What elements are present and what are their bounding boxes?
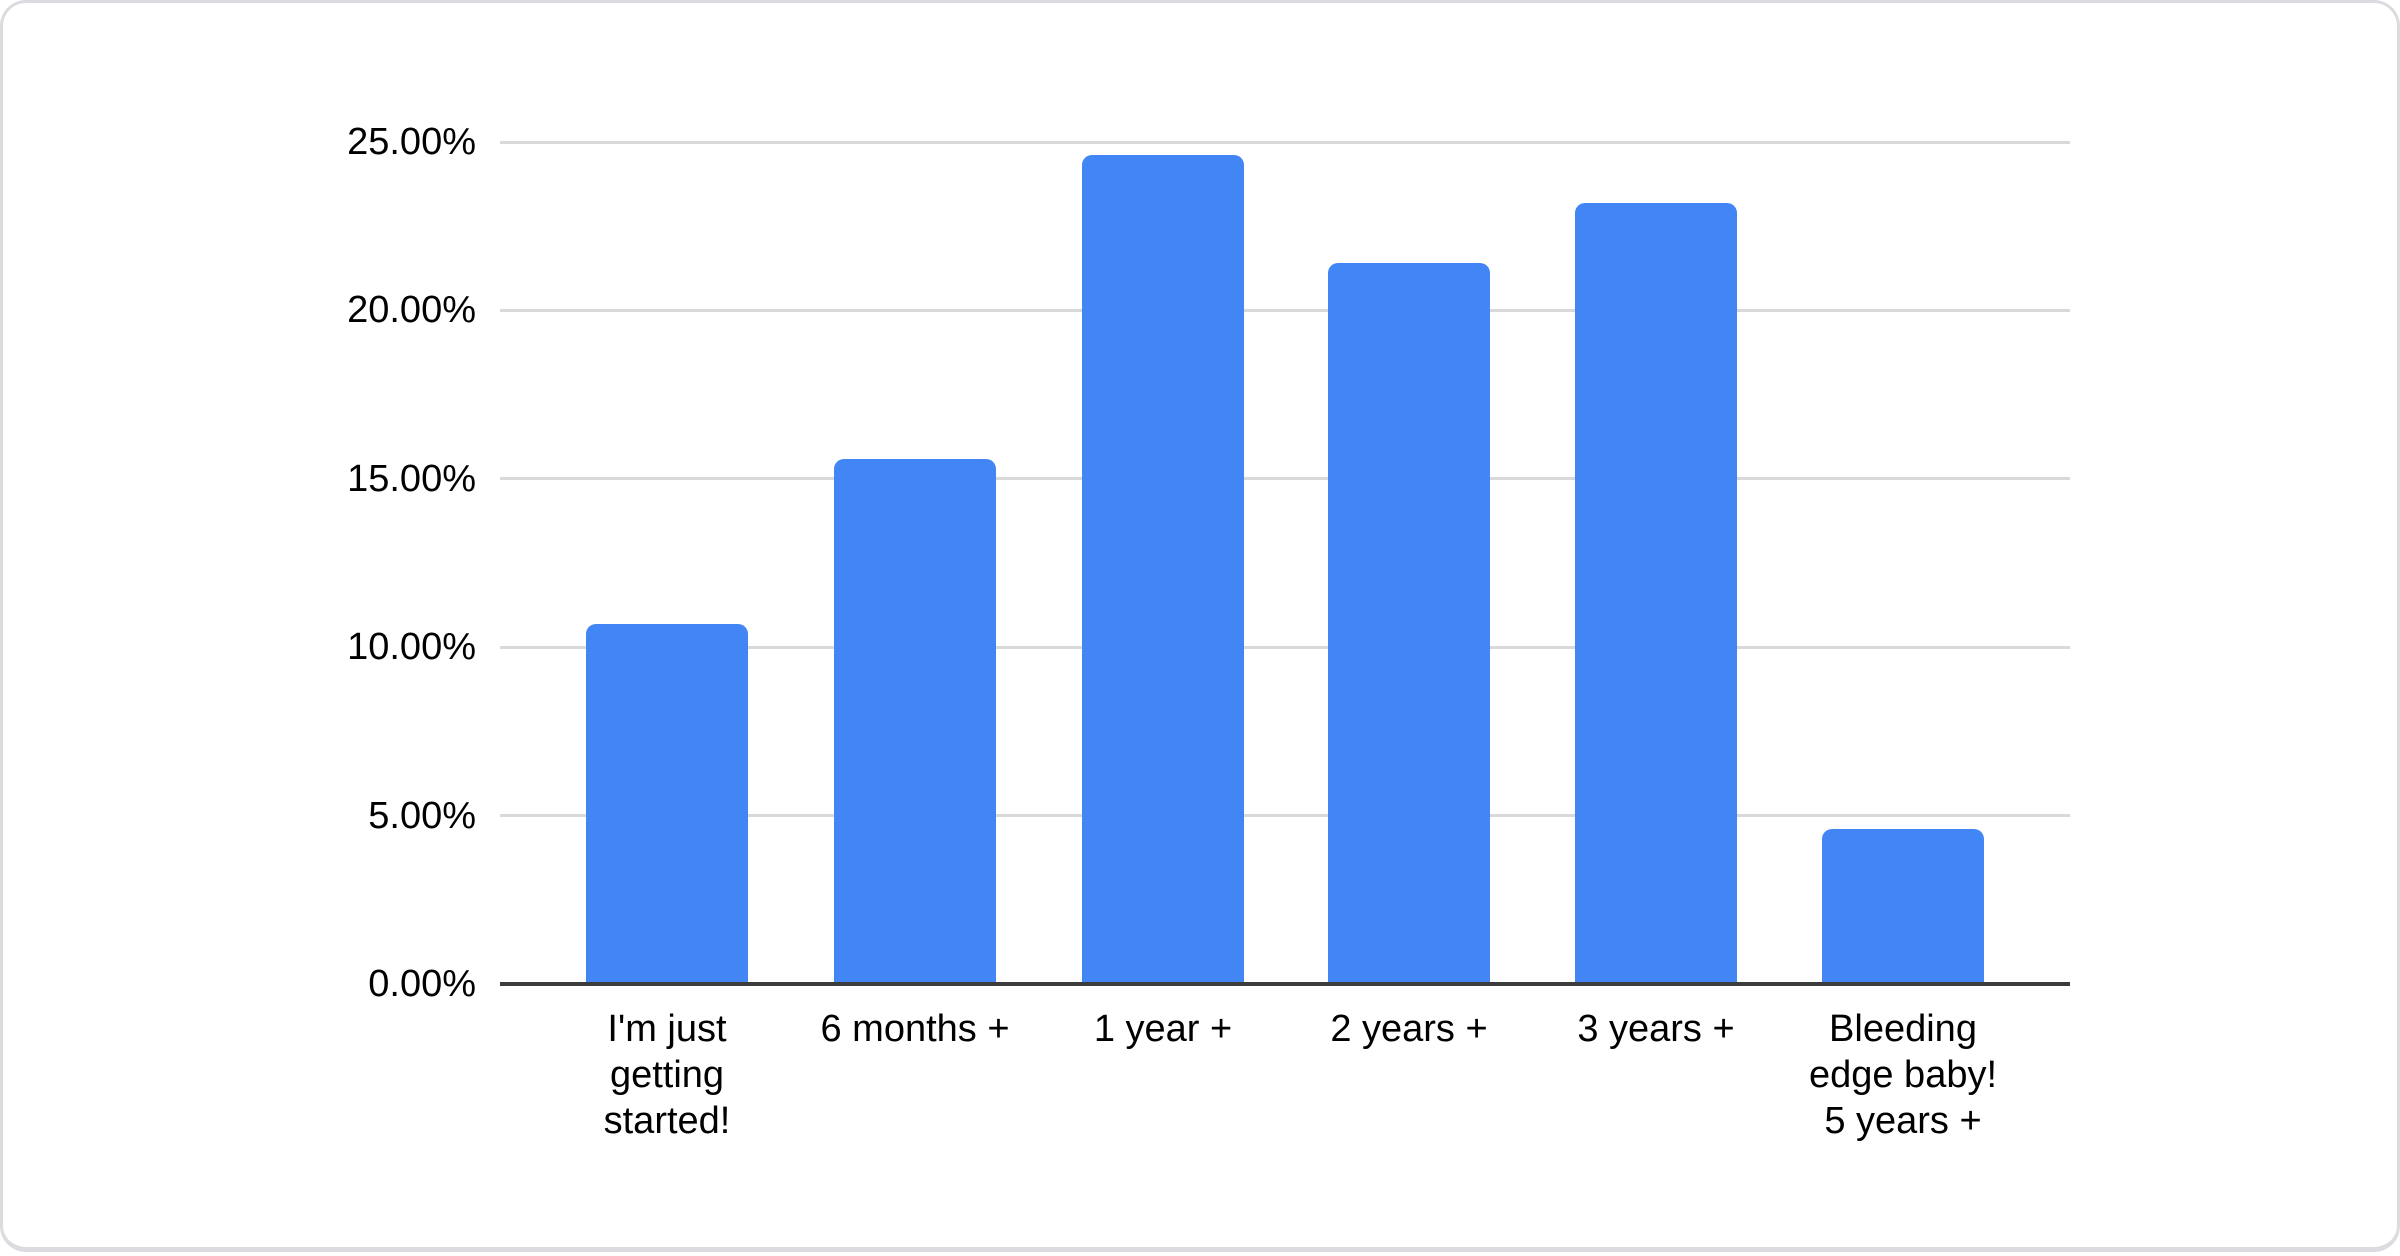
x-category-label: 3 years + — [1577, 1008, 1735, 1050]
bar-chart: 0.00% 5.00% 10.00% 15.00% 20.00% 25.00% I'm j… — [3, 3, 2397, 1247]
y-gridline — [500, 645, 2070, 649]
y-tick-label: 25.00% — [347, 121, 476, 163]
x-category-label: I'm just getting started! — [603, 1008, 731, 1142]
x-category-label: 1 year + — [1093, 1008, 1233, 1050]
y-tick-label: 20.00% — [347, 289, 476, 332]
bar-3 — [1082, 155, 1244, 984]
y-tick-label: 15.00% — [347, 457, 476, 500]
x-category-label: Bleeding edge baby! 5 years + — [1808, 1008, 1998, 1142]
x-category-label: 2 years + — [1330, 1008, 1488, 1050]
y-gridline — [500, 140, 2070, 144]
y-gridline — [500, 308, 2070, 312]
y-tick-label: 0.00% — [368, 963, 476, 1005]
y-gridline — [500, 814, 2070, 818]
bar-4 — [1328, 263, 1490, 984]
bar-5 — [1575, 202, 1737, 984]
y-tick-label: 10.00% — [347, 626, 476, 669]
bar-2 — [834, 458, 996, 984]
x-category-label: 6 months + — [820, 1008, 1010, 1050]
x-axis-line — [500, 982, 2070, 986]
y-tick-label: 5.00% — [368, 794, 476, 837]
y-gridline — [500, 477, 2070, 481]
bar-1 — [586, 623, 748, 984]
bar-6 — [1822, 829, 1984, 984]
